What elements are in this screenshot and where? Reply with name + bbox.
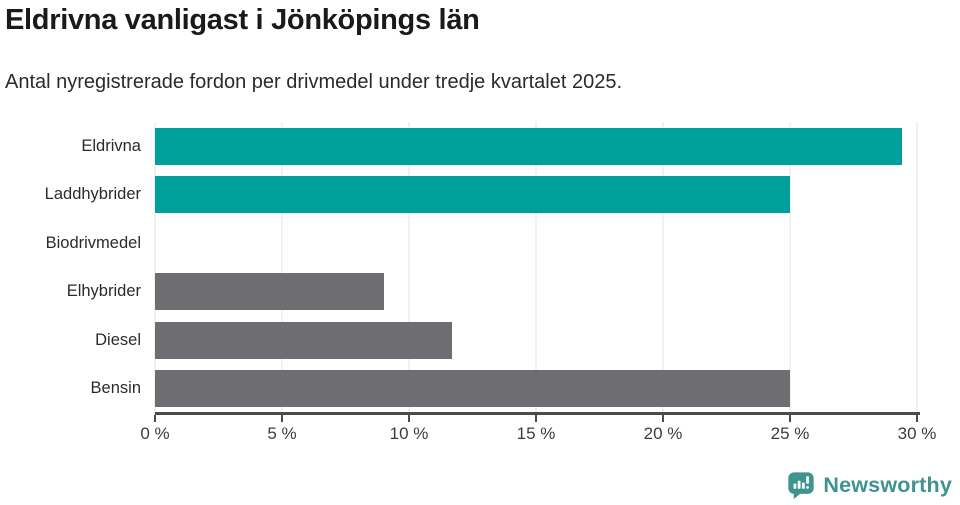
x-axis-ticks: 0 % 5 % 10 % 15 % 20 % 25 % 30 %	[140, 415, 936, 455]
logo-exclamation-dot	[806, 486, 810, 489]
tick-label-15: 15 %	[516, 424, 556, 443]
bar-rows	[155, 122, 917, 413]
category-label: Bensin	[90, 379, 141, 398]
tick-mark-0	[154, 415, 156, 422]
bar-row	[155, 122, 917, 171]
tick-mark-5	[281, 415, 283, 422]
tick-label-20: 20 %	[643, 424, 683, 443]
tick-mark-30	[916, 415, 918, 422]
tick-label-0: 0 %	[140, 424, 170, 443]
gridline-0	[154, 122, 156, 413]
tick-label-25: 25 %	[770, 424, 810, 443]
tick-mark-25	[789, 415, 791, 422]
bar-row	[155, 171, 917, 220]
gridline-10	[408, 122, 410, 413]
tick-mark-20	[662, 415, 664, 422]
tick-mark-10	[408, 415, 410, 422]
bar-row	[155, 316, 917, 365]
category-label: Diesel	[95, 330, 141, 349]
chart-title: Eldrivna vanligast i Jönköpings län	[5, 4, 480, 36]
tick-label-10: 10 %	[389, 424, 429, 443]
gridline-20	[662, 122, 664, 413]
tick-label-5: 5 %	[267, 424, 297, 443]
category-label: Laddhybrider	[44, 185, 141, 204]
gridline-25	[789, 122, 791, 413]
category-label: Biodrivmedel	[45, 233, 141, 252]
x-axis-line	[155, 412, 920, 415]
newsworthy-logo[interactable]: Newsworthy	[786, 470, 952, 500]
bar-row	[155, 365, 917, 414]
tick-mark-15	[535, 415, 537, 422]
newsworthy-logo-icon	[788, 472, 815, 500]
bar-elhybrider	[155, 273, 384, 311]
bar-bensin	[155, 370, 790, 408]
gridline-30	[916, 122, 918, 413]
bar-laddhybrider	[155, 176, 790, 214]
gridlines	[154, 122, 918, 413]
category-labels: Eldrivna Laddhybrider Biodrivmedel Elhybrid…	[0, 122, 141, 413]
logo-bubble-shape	[788, 472, 815, 500]
bar-diesel	[155, 321, 453, 359]
bar-row	[155, 268, 917, 317]
bar-eldrivna	[155, 127, 902, 165]
plot-area	[154, 122, 918, 413]
gridline-5	[281, 122, 283, 413]
category-label: Elhybrider	[66, 282, 141, 301]
logo-bar-1	[793, 483, 797, 489]
logo-bar-2	[798, 480, 801, 489]
logo-bar-3	[802, 482, 806, 489]
logo-exclamation-bar	[806, 476, 810, 484]
chart-subtitle: Antal nyregistrerade fordon per drivmede…	[5, 71, 623, 93]
tick-label-30: 30 %	[897, 424, 937, 443]
bar-row	[155, 219, 917, 268]
brand-name: Newsworthy	[823, 472, 952, 497]
category-label: Eldrivna	[81, 136, 141, 155]
gridline-15	[535, 122, 537, 413]
